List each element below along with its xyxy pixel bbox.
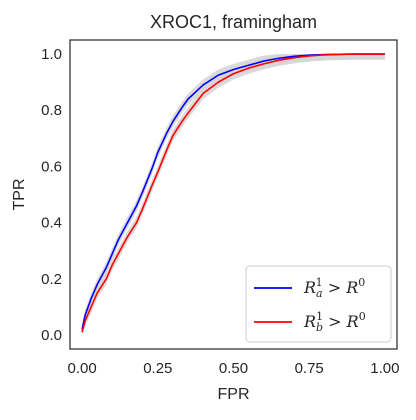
confidence-band-1 — [82, 54, 385, 335]
series-line-1 — [81, 53, 385, 330]
x-tick-labels: 0.00 0.25 0.50 0.75 1.00 — [68, 360, 400, 377]
plot-frame — [69, 39, 398, 350]
y-tick-label: 1.0 — [41, 46, 62, 63]
x-tick-label: 0.00 — [68, 360, 97, 377]
y-axis-label: TPR — [11, 179, 28, 211]
y-tick-label: 0.4 — [41, 215, 62, 232]
legend: Ra1 > R0 Rb1 > R0 — [245, 265, 392, 343]
y-tick-label: 0.2 — [41, 271, 62, 288]
y-tick-label: 0.6 — [41, 158, 62, 175]
y-tick-label: 0.0 — [41, 327, 62, 344]
confidence-bands — [82, 54, 385, 335]
x-tick-label: 1.00 — [370, 360, 399, 377]
x-axis-label: FPR — [218, 386, 250, 403]
x-tick-label: 0.50 — [219, 360, 248, 377]
x-tick-label: 0.25 — [143, 360, 172, 377]
legend-label-2: Rb1 > R0 — [303, 310, 366, 334]
series-lines — [81, 53, 385, 333]
series-line-2 — [81, 53, 385, 333]
legend-box — [245, 265, 392, 343]
x-tick-label: 0.75 — [295, 360, 324, 377]
y-tick-labels: 0.0 0.2 0.4 0.6 0.8 1.0 — [41, 46, 62, 344]
y-tick-label: 0.8 — [41, 102, 62, 119]
chart-title: XROC1, framingham — [150, 12, 317, 32]
legend-label-1: Ra1 > R0 — [303, 276, 365, 300]
